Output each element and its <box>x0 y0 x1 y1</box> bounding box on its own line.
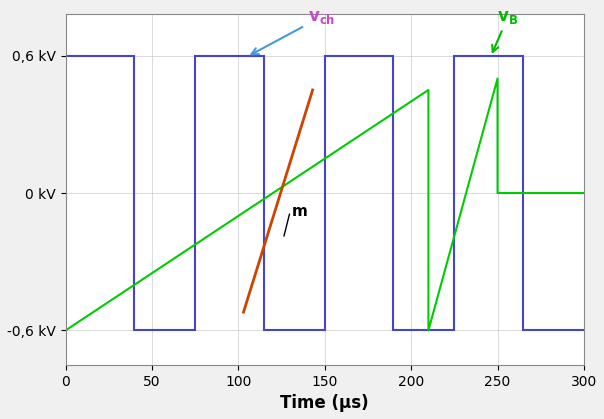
Text: $\mathbf{v_B}$: $\mathbf{v_B}$ <box>492 8 518 52</box>
Text: $\mathbf{v_{ch}}$: $\mathbf{v_{ch}}$ <box>251 8 335 54</box>
X-axis label: Time (μs): Time (μs) <box>280 394 369 412</box>
Text: m: m <box>292 204 308 219</box>
